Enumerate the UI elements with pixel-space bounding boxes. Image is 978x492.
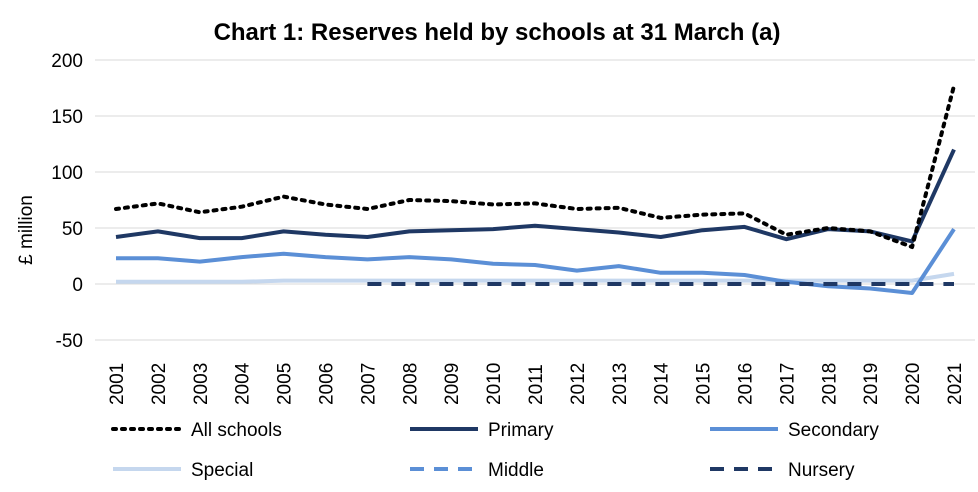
x-tick-label: 2020 xyxy=(903,363,924,405)
x-tick-label: 2019 xyxy=(861,363,882,405)
series-line-secondary xyxy=(116,228,956,295)
x-tick-label: 2001 xyxy=(107,363,128,405)
legend-label-primary: Primary xyxy=(488,420,554,441)
y-tick-label: 150 xyxy=(51,107,83,128)
x-tick-label: 2021 xyxy=(945,363,966,405)
series-line-special xyxy=(116,271,955,284)
legend: All schools Primary Secondary Special Middle… xyxy=(111,420,879,481)
legend-label-middle: Middle xyxy=(488,460,544,481)
x-tick-label: 2012 xyxy=(568,363,589,405)
x-tick-label: 2017 xyxy=(777,363,798,405)
x-tick-label: 2006 xyxy=(316,363,337,405)
y-tick-label: 200 xyxy=(51,51,83,72)
x-tick-label: 2007 xyxy=(358,363,379,405)
x-tick-label: 2004 xyxy=(233,362,254,405)
x-axis-ticks: 2001 2002 2003 2004 2005 2006 2007 2008 2009 2010… xyxy=(107,362,966,405)
chart-title: Chart 1: Reserves held by schools at 31 … xyxy=(214,19,781,46)
x-tick-label: 2018 xyxy=(819,363,840,405)
x-tick-label: 2015 xyxy=(694,363,715,405)
x-tick-label: 2009 xyxy=(442,363,463,405)
legend-label-secondary: Secondary xyxy=(788,420,879,441)
y-axis-ticks: -50 0 50 100 150 200 xyxy=(51,51,83,352)
series-line-primary xyxy=(115,148,956,244)
y-tick-label: 0 xyxy=(72,275,83,296)
legend-label-all-schools: All schools xyxy=(191,420,282,441)
x-tick-label: 2008 xyxy=(400,363,421,405)
x-tick-label: 2016 xyxy=(736,363,757,405)
legend-label-special: Special xyxy=(191,460,253,481)
x-tick-label: 2011 xyxy=(526,364,547,405)
legend-label-nursery: Nursery xyxy=(788,460,855,481)
x-tick-label: 2005 xyxy=(275,363,296,405)
x-tick-label: 2013 xyxy=(610,363,631,405)
x-tick-label: 2003 xyxy=(191,363,212,405)
y-tick-label: 50 xyxy=(62,219,83,240)
x-tick-label: 2002 xyxy=(149,363,170,405)
x-tick-label: 2014 xyxy=(652,362,673,405)
gridlines xyxy=(95,59,975,341)
y-tick-label: 100 xyxy=(51,163,83,184)
series-lines xyxy=(114,83,956,295)
x-tick-label: 2010 xyxy=(484,363,505,405)
y-axis-title: £ million xyxy=(16,195,37,265)
series-line-all-schools xyxy=(114,83,956,249)
y-tick-label: -50 xyxy=(56,331,83,352)
